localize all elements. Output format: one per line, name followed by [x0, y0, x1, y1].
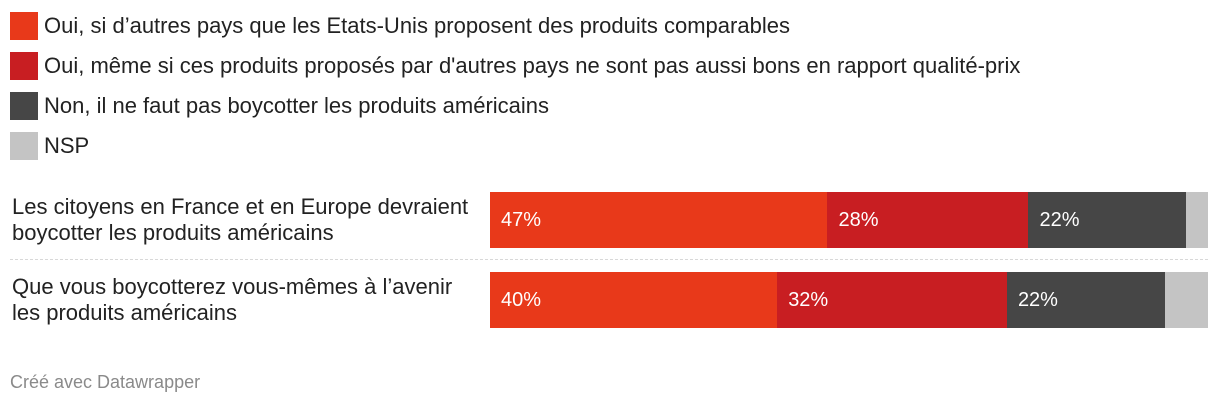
chart-row: Les citoyens en France et en Europe devr… — [0, 192, 1220, 248]
legend-item: Non, il ne faut pas boycotter les produi… — [10, 86, 1020, 126]
legend: Oui, si d’autres pays que les Etats-Unis… — [10, 6, 1020, 166]
bar-segment — [1164, 272, 1208, 328]
legend-item: Oui, si d’autres pays que les Etats-Unis… — [10, 6, 1020, 46]
bar-segment: 40% — [490, 272, 778, 328]
legend-label: Oui, même si ces produits proposés par d… — [44, 53, 1021, 78]
bar-segment: 28% — [827, 192, 1029, 248]
data-label: 28% — [838, 209, 879, 231]
stacked-bar: 47% 28% 22% — [490, 192, 1208, 248]
bar-segment: 32% — [777, 272, 1007, 328]
legend-swatch — [10, 132, 38, 160]
legend-label: Non, il ne faut pas boycotter les produi… — [44, 93, 550, 118]
row-label: Les citoyens en France et en Europe devr… — [12, 194, 469, 245]
chart-row: Que vous boycotterez vous-mêmes à l’aven… — [0, 272, 1220, 328]
bar-segment — [1186, 192, 1208, 248]
credit-footer: Créé avec Datawrapper — [10, 372, 201, 392]
row-separator — [10, 259, 1208, 260]
bar-segment: 22% — [1028, 192, 1187, 248]
legend-swatch — [10, 52, 38, 80]
legend-label: NSP — [44, 133, 90, 158]
data-label: 40% — [501, 289, 542, 311]
legend-item: Oui, même si ces produits proposés par d… — [10, 46, 1020, 86]
data-label: 47% — [501, 209, 542, 231]
stacked-bar: 40% 32% 22% — [490, 272, 1208, 328]
legend-item: NSP — [10, 126, 1020, 166]
legend-swatch — [10, 12, 38, 40]
data-label: 22% — [1017, 289, 1058, 311]
data-label: 32% — [788, 289, 829, 311]
legend-swatch — [10, 92, 38, 120]
bar-segment: 22% — [1006, 272, 1165, 328]
row-label: Que vous boycotterez vous-mêmes à l’aven… — [12, 274, 453, 325]
legend-label: Oui, si d’autres pays que les Etats-Unis… — [44, 13, 790, 38]
data-label: 22% — [1039, 209, 1080, 231]
bar-segment: 47% — [490, 192, 828, 248]
